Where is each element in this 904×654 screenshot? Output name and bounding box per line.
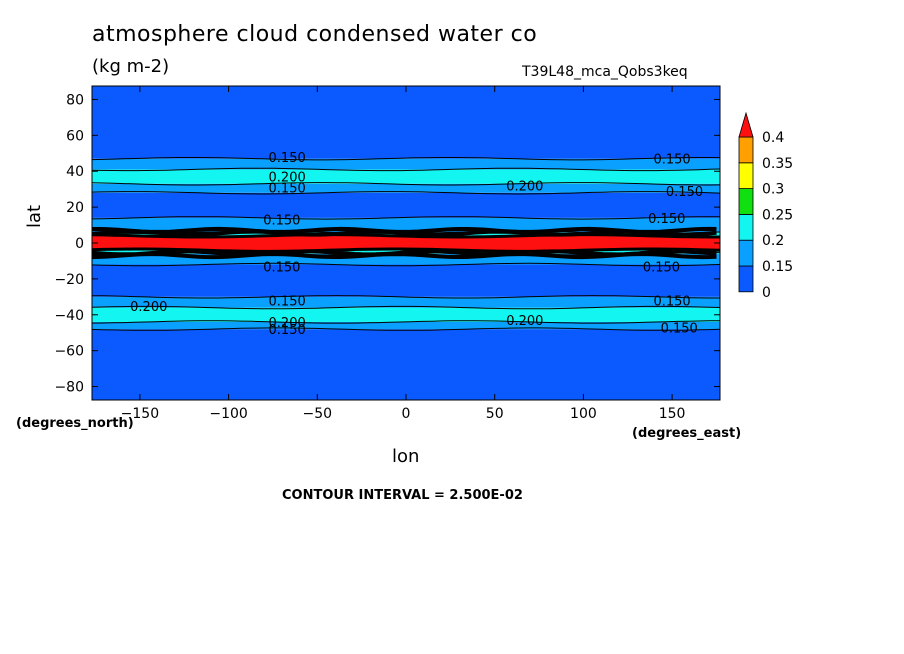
heat-band-2: [92, 307, 720, 322]
heat-band-11: [92, 183, 720, 193]
x-tick-label-0: −150: [121, 406, 159, 422]
heat-band-14: [92, 86, 720, 159]
colorbar-swatch-1: [738, 239, 754, 267]
contour-label-10: 0.150: [269, 294, 306, 309]
contour-label-16: 0.150: [661, 321, 698, 336]
x-tick-label-6: 150: [659, 406, 686, 422]
contour-label-13: 0.200: [269, 316, 306, 331]
contour-line-1: [91, 327, 721, 331]
x-tick-label-3: 0: [402, 406, 411, 422]
x-axis-label: lon: [392, 446, 420, 467]
colorbar-swatch-5: [738, 136, 754, 164]
contour-label-4: 0.200: [506, 180, 543, 195]
y-tick-label-7: −60: [54, 344, 84, 360]
y-tick-label-2: 40: [66, 164, 84, 180]
contour-line-12: [91, 182, 721, 186]
contour-label-3: 0.150: [653, 153, 690, 168]
colorbar-arrow: [738, 111, 754, 138]
contour-label-9: 0.150: [643, 260, 680, 275]
y-tick-label-1: 60: [66, 128, 84, 144]
colorbar-swatch-2: [738, 213, 754, 241]
colorbar-swatch-3: [738, 188, 754, 215]
chart-units: (kg m-2): [92, 56, 170, 77]
x-tick-label-1: −100: [209, 406, 247, 422]
contour-label-5: 0.150: [666, 185, 703, 200]
contour-line-5: [91, 262, 721, 267]
contour-line-4: [91, 295, 720, 299]
heat-band-12: [92, 169, 720, 184]
contour-label-15: 0.200: [506, 314, 543, 329]
contour-label-7: 0.150: [648, 212, 685, 227]
contour-label-14: 0.150: [269, 323, 306, 338]
y-tick-label-8: −80: [54, 380, 84, 396]
contour-label-2: 0.150: [269, 181, 306, 196]
equatorial-contour-1: [92, 226, 717, 234]
colorbar-label-1: 0.15: [762, 259, 793, 275]
y-tick-label-0: 80: [66, 92, 84, 108]
heat-band-10: [92, 192, 720, 218]
x-axis-units: (degrees_east): [632, 426, 742, 441]
colorbar-swatch-0: [738, 265, 754, 293]
contour-label-12: 0.150: [653, 294, 690, 309]
contour-label-6: 0.150: [263, 214, 300, 229]
contour-interval: CONTOUR INTERVAL = 2.500E-02: [282, 488, 523, 503]
heat-band-1: [92, 321, 720, 330]
contour-line-10: [91, 216, 720, 220]
heat-band-0: [92, 329, 720, 400]
heat-band-13: [92, 158, 720, 170]
heat-band-3: [92, 296, 720, 308]
equatorial-contour-3: [91, 252, 717, 260]
run-id: T39L48_mca_Qobs3keq: [522, 64, 688, 80]
contour-label-11: 0.200: [130, 300, 167, 315]
heat-band-7: [92, 235, 720, 251]
contour-label-8: 0.150: [263, 260, 300, 275]
colorbar-label-2: 0.2: [762, 233, 784, 249]
contour-line-8: [91, 233, 720, 239]
chart-title: atmosphere cloud condensed water co: [92, 22, 538, 47]
x-tick-label-2: −50: [303, 406, 333, 422]
colorbar-label-6: 0.4: [762, 130, 784, 146]
y-tick-label-3: 20: [66, 200, 84, 216]
heat-band-5: [92, 253, 720, 265]
y-axis-units: (degrees_north): [16, 416, 134, 431]
contour-label-0: 0.150: [269, 151, 306, 166]
heat-band-4: [92, 264, 720, 297]
x-tick-label-5: 100: [570, 406, 597, 422]
colorbar-label-0: 0: [762, 285, 771, 301]
colorbar-swatch-4: [738, 162, 754, 190]
contour-line-13: [91, 167, 721, 172]
contour-line-14: [91, 157, 721, 161]
y-tick-label-4: 0: [75, 236, 84, 252]
colorbar-label-4: 0.3: [762, 182, 784, 198]
contour-line-2: [91, 320, 720, 324]
contour-line-3: [91, 305, 721, 310]
y-tick-label-6: −40: [54, 308, 84, 324]
colorbar-label-5: 0.35: [762, 156, 793, 172]
y-tick-label-5: −20: [54, 272, 84, 288]
colorbar-label-3: 0.25: [762, 207, 793, 223]
contour-label-1: 0.200: [269, 171, 306, 186]
x-tick-label-4: 50: [486, 406, 504, 422]
contour-line-11: [91, 191, 721, 195]
